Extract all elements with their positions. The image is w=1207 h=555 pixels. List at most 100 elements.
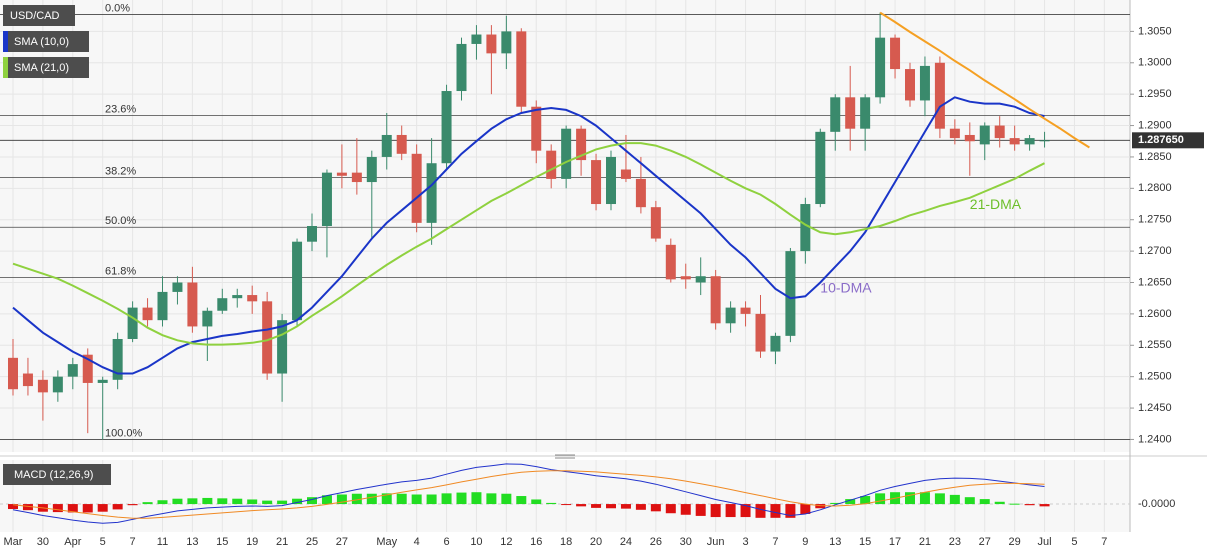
- x-tick-label: 26: [650, 536, 662, 548]
- candle-body: [710, 276, 721, 324]
- candle-body: [321, 172, 332, 226]
- candle-body: [277, 320, 288, 374]
- candle-body: [426, 163, 437, 223]
- candle-body: [202, 310, 213, 327]
- candle-body: [860, 97, 871, 129]
- x-tick-label: 15: [216, 536, 228, 548]
- macd-histogram-bar: [934, 493, 945, 505]
- macd-histogram-bar: [725, 504, 736, 518]
- candle-body: [740, 307, 751, 314]
- macd-histogram-bar: [591, 504, 602, 508]
- candle-body: [561, 128, 572, 179]
- legend-entry: SMA (21,0): [14, 62, 69, 74]
- x-tick-label: 5: [1071, 536, 1077, 548]
- last-price-box: [1132, 132, 1204, 149]
- x-tick-label: 7: [772, 536, 778, 548]
- y-tick-label: 1.2900: [1138, 119, 1172, 131]
- candle-body: [576, 128, 587, 161]
- candle-body: [22, 373, 33, 387]
- macd-histogram-bar: [1009, 503, 1020, 505]
- fib-label: 23.6%: [105, 103, 136, 115]
- macd-line: [12, 463, 1045, 524]
- candle-body: [770, 335, 781, 352]
- x-tick-label: 10: [470, 536, 482, 548]
- candle-body: [695, 276, 706, 283]
- candle-body: [471, 34, 482, 44]
- candle-body: [411, 153, 422, 223]
- candle-body: [546, 150, 557, 179]
- plot-background: [0, 0, 1130, 452]
- x-tick-label: 23: [949, 536, 961, 548]
- x-tick-label: 7: [1101, 536, 1107, 548]
- macd-histogram-bar: [426, 494, 437, 505]
- fib-label: 50.0%: [105, 215, 136, 227]
- candle-body: [665, 244, 676, 280]
- fib-label: 61.8%: [105, 265, 136, 277]
- candle-body: [262, 301, 273, 374]
- x-tick-label: 4: [414, 536, 420, 548]
- macd-histogram-bar: [247, 499, 258, 505]
- macd-histogram-bar: [1039, 504, 1050, 507]
- candle-body: [127, 307, 138, 339]
- candle-body: [172, 282, 183, 292]
- candle-body: [620, 169, 631, 179]
- macd-histogram-bar: [740, 504, 751, 518]
- y-tick-label: 1.2950: [1138, 88, 1172, 100]
- legend-box: [3, 31, 89, 52]
- x-tick-label: Jul: [1038, 536, 1052, 548]
- macd-histogram-bar: [22, 504, 33, 511]
- macd-histogram-bar: [620, 504, 631, 509]
- macd-histogram-bar: [202, 497, 213, 505]
- trendline: [879, 11, 1090, 149]
- y-tick-label: 1.3000: [1138, 57, 1172, 69]
- x-tick-label: 30: [37, 536, 49, 548]
- candle-body: [142, 307, 153, 321]
- annotation: 21-DMA: [970, 196, 1022, 212]
- candle-body: [187, 282, 198, 327]
- candle-body: [516, 31, 527, 107]
- macd-histogram-bar: [785, 504, 796, 518]
- candle-body: [307, 226, 317, 242]
- x-tick-label: 20: [590, 536, 602, 548]
- candle-body: [351, 172, 362, 183]
- x-tick-label: 27: [979, 536, 991, 548]
- candle-body: [875, 37, 886, 98]
- candle-body: [1009, 138, 1020, 145]
- x-tick-label: Apr: [64, 536, 81, 548]
- candle-body: [591, 160, 602, 205]
- macd-histogram-bar: [710, 504, 721, 518]
- macd-histogram-bar: [606, 504, 616, 509]
- macd-histogram-bar: [949, 494, 960, 505]
- candle-body: [785, 251, 796, 336]
- candle-body: [934, 62, 945, 129]
- y-tick-label: 1.2500: [1138, 371, 1172, 383]
- x-tick-label: 21: [919, 536, 931, 548]
- candle-body: [501, 31, 512, 54]
- candle-body: [232, 295, 243, 299]
- macd-histogram-bar: [411, 494, 422, 505]
- macd-histogram-bar: [277, 500, 288, 505]
- candle-body: [441, 91, 452, 164]
- legend-box: [3, 57, 89, 78]
- candle-body: [396, 134, 407, 154]
- macd-histogram-bar: [336, 494, 347, 505]
- candle-body: [680, 276, 691, 280]
- x-tick-label: May: [376, 536, 397, 548]
- macd-title: MACD (12,26,9): [14, 469, 93, 481]
- x-tick-label: 9: [802, 536, 808, 548]
- fib-label: 0.0%: [105, 2, 130, 14]
- candle-body: [606, 156, 616, 205]
- macd-histogram-bar: [232, 498, 243, 505]
- sma-line: [12, 96, 1045, 375]
- y-tick-label: 1.3050: [1138, 25, 1172, 37]
- x-tick-label: 13: [829, 536, 841, 548]
- x-tick-label: 30: [680, 536, 692, 548]
- y-tick-label: -0.0000: [1138, 498, 1175, 510]
- x-tick-label: 19: [246, 536, 258, 548]
- macd-histogram-bar: [546, 502, 557, 505]
- last-price-label: 1.287650: [1138, 134, 1184, 146]
- candle-body: [67, 364, 78, 377]
- macd-histogram-bar: [262, 500, 273, 505]
- macd-histogram-bar: [770, 504, 781, 518]
